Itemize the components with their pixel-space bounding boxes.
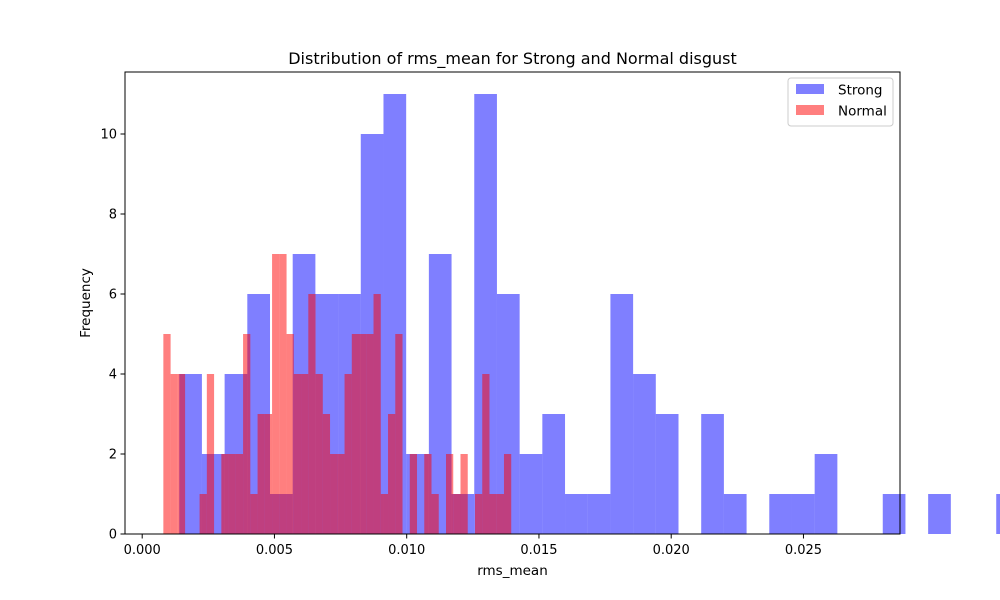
bar-normal-11 xyxy=(243,334,251,534)
bar-strong-18 xyxy=(587,494,611,534)
bar-normal-10 xyxy=(235,454,244,534)
y-tick-label: 2 xyxy=(109,448,117,463)
bar-strong-33 xyxy=(928,494,951,534)
bar-normal-5 xyxy=(199,494,207,534)
bar-normal-14 xyxy=(264,414,273,534)
y-tick-label: 10 xyxy=(100,128,117,143)
bar-strong-20 xyxy=(633,374,656,534)
bar-normal-40 xyxy=(453,494,461,534)
bar-normal-6 xyxy=(206,374,215,534)
bar-strong-21 xyxy=(655,414,679,534)
x-tick-label: 0.010 xyxy=(388,543,425,558)
bar-strong-19 xyxy=(610,294,634,534)
bar-normal-43 xyxy=(474,494,483,534)
bar-normal-16 xyxy=(279,254,287,534)
x-tick-label: 0.020 xyxy=(653,543,690,558)
y-axis: 0 2 4 6 8 10 xyxy=(100,128,125,543)
bar-normal-39 xyxy=(446,454,454,534)
bar-normal-21 xyxy=(315,374,323,534)
bar-normal-0 xyxy=(163,334,171,534)
bar-strong-36 xyxy=(996,494,1000,534)
bar-normal-25 xyxy=(344,374,352,534)
legend-swatch-normal xyxy=(796,105,824,115)
bar-normal-23 xyxy=(330,454,338,534)
plot-frame xyxy=(124,71,901,535)
bar-normal-44 xyxy=(482,374,490,534)
bar-normal-1 xyxy=(170,374,178,534)
chart-title: Distribution of rms_mean for Strong and … xyxy=(288,49,737,69)
bar-strong-28 xyxy=(814,454,838,534)
bar-strong-31 xyxy=(882,494,906,534)
bar-normal-13 xyxy=(257,414,265,534)
bar-strong-17 xyxy=(565,494,588,534)
normal-series xyxy=(163,254,512,534)
bar-normal-27 xyxy=(359,334,367,534)
bar-normal-24 xyxy=(337,454,345,534)
y-axis-label: Frequency xyxy=(78,268,94,338)
bar-normal-8 xyxy=(221,454,229,534)
legend-label-strong: Strong xyxy=(838,83,883,99)
legend-label-normal: Normal xyxy=(838,104,887,120)
bar-normal-31 xyxy=(388,414,396,534)
bar-normal-29 xyxy=(373,294,381,534)
bar-normal-34 xyxy=(409,454,418,534)
bar-normal-18 xyxy=(293,374,302,534)
bar-normal-46 xyxy=(496,494,504,534)
x-tick-label: 0.015 xyxy=(520,543,557,558)
y-tick-label: 6 xyxy=(109,288,117,303)
bar-normal-28 xyxy=(366,334,374,534)
bar-strong-24 xyxy=(723,494,747,534)
bar-normal-9 xyxy=(228,454,236,534)
x-tick-label: 0.000 xyxy=(124,543,161,558)
bar-strong-11 xyxy=(428,254,452,534)
bar-strong-27 xyxy=(791,494,815,534)
bar-normal-26 xyxy=(351,334,360,534)
legend-swatch-strong xyxy=(796,84,824,94)
bar-strong-15 xyxy=(519,454,543,534)
x-axis: 0.000 0.005 0.010 0.015 0.020 0.025 xyxy=(124,534,822,558)
bar-strong-16 xyxy=(542,414,566,534)
legend: Strong Normal xyxy=(787,77,894,127)
y-tick-label: 0 xyxy=(109,528,117,543)
bar-strong-26 xyxy=(769,494,792,534)
bar-normal-12 xyxy=(250,494,258,534)
bar-normal-22 xyxy=(322,414,331,534)
bar-normal-30 xyxy=(380,494,389,534)
bar-normal-17 xyxy=(286,334,294,534)
bar-strong-14 xyxy=(496,294,520,534)
bar-normal-45 xyxy=(489,494,497,534)
bar-normal-37 xyxy=(431,494,439,534)
x-axis-label: rms_mean xyxy=(477,563,548,579)
bar-normal-36 xyxy=(424,454,432,534)
bar-normal-15 xyxy=(272,254,280,534)
bar-normal-2 xyxy=(177,374,186,534)
y-tick-label: 8 xyxy=(109,208,117,223)
x-tick-label: 0.025 xyxy=(785,543,822,558)
bar-normal-47 xyxy=(503,454,512,534)
bar-normal-32 xyxy=(395,334,403,534)
bar-normal-19 xyxy=(301,374,309,534)
bar-strong-23 xyxy=(701,414,724,534)
bar-strong-13 xyxy=(474,94,497,534)
bar-normal-20 xyxy=(308,294,316,534)
x-tick-label: 0.005 xyxy=(256,543,293,558)
bar-normal-41 xyxy=(460,454,468,534)
y-tick-label: 4 xyxy=(109,368,117,383)
